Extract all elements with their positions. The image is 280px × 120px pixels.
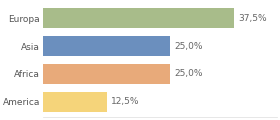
Bar [43, 8, 234, 28]
Text: 37,5%: 37,5% [238, 14, 267, 23]
Text: 25,0%: 25,0% [174, 42, 203, 51]
Bar [43, 36, 170, 56]
Text: 25,0%: 25,0% [174, 69, 203, 78]
Text: 12,5%: 12,5% [111, 97, 139, 106]
Bar [43, 92, 107, 112]
Bar [43, 64, 170, 84]
